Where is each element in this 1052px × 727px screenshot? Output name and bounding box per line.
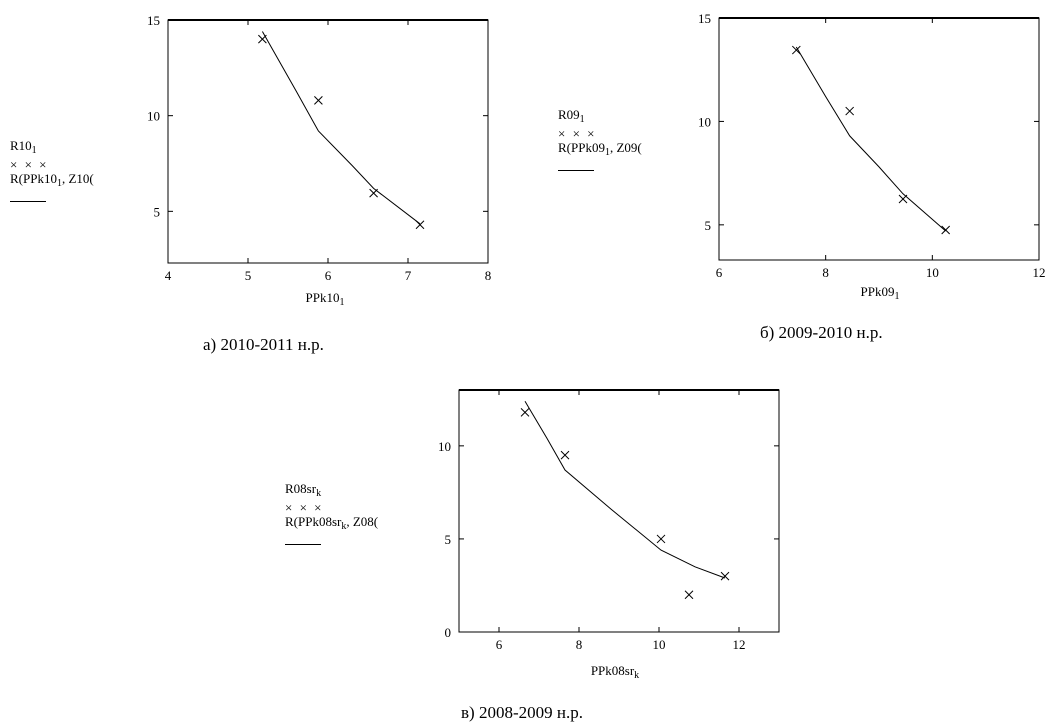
y-tick-label: 15 bbox=[147, 13, 160, 28]
x-axis-label-text: PPk09 bbox=[860, 284, 895, 299]
chart-2010-2011: R101 × × × R(PPk101, Z10( 4 5 6 7 8 5 10 15 PPk… bbox=[0, 0, 520, 370]
legend-line2: R(PPk08sr bbox=[285, 514, 342, 529]
y-tick-label: 5 bbox=[705, 218, 712, 233]
legend-line2-tail: , Z08( bbox=[346, 514, 379, 529]
chart-2009-2010: R091 × × × R(PPk091, Z09( 6 8 10 12 5 10 15 PP… bbox=[558, 11, 1046, 342]
x-axis-label-sub: 1 bbox=[339, 297, 345, 308]
x-tick-label: 6 bbox=[496, 637, 503, 652]
legend-line2-tail: , Z09( bbox=[609, 140, 642, 155]
x-axis-label-sub: k bbox=[634, 670, 640, 681]
legend-marks: × × × bbox=[10, 157, 49, 172]
data-point-marker bbox=[258, 34, 267, 44]
x-axis-label: PPk08srk bbox=[555, 663, 675, 681]
data-point-marker bbox=[314, 96, 323, 105]
x-tick-label: 12 bbox=[1033, 265, 1046, 280]
plot-frame bbox=[458, 389, 780, 633]
y-tick-label: 10 bbox=[147, 109, 160, 124]
x-axis-label-sub: 1 bbox=[894, 291, 900, 302]
legend-line2-sub: 1 bbox=[604, 147, 610, 158]
legend: R091 × × × R(PPk091, Z09( bbox=[558, 108, 642, 171]
y-tick-label: 0 bbox=[445, 625, 452, 640]
caption: в) 2008-2009 н.р. bbox=[461, 703, 583, 722]
y-tick-label: 5 bbox=[445, 532, 452, 547]
data-point-marker bbox=[720, 571, 730, 581]
fit-curve bbox=[524, 400, 726, 579]
legend-line2-sub: 1 bbox=[56, 178, 62, 189]
y-tick-label: 15 bbox=[698, 11, 711, 26]
plot-area: 6 8 10 12 5 10 15 bbox=[698, 11, 1046, 280]
caption: б) 2009-2010 н.р. bbox=[760, 323, 883, 342]
legend-line2: R(PPk10 bbox=[10, 171, 57, 186]
x-tick-label: 4 bbox=[165, 268, 172, 283]
legend-line2-tail: , Z10( bbox=[61, 171, 94, 186]
data-point-marker bbox=[656, 534, 666, 544]
data-point-marker bbox=[684, 590, 694, 600]
data-point-marker bbox=[845, 106, 855, 116]
y-tick-label: 10 bbox=[698, 114, 711, 129]
data-point-marker bbox=[791, 45, 801, 55]
legend-line-sample bbox=[558, 170, 594, 171]
legend-line1: R10 bbox=[10, 138, 32, 153]
legend-line2-sub: k bbox=[341, 521, 347, 532]
data-point-marker bbox=[520, 407, 530, 417]
legend-line2: R(PPk09 bbox=[558, 140, 605, 155]
x-tick-label: 12 bbox=[733, 637, 746, 652]
legend: R101 × × × R(PPk101, Z10( bbox=[10, 139, 94, 202]
legend-line-sample bbox=[285, 544, 321, 545]
legend-marks: × × × bbox=[285, 500, 324, 515]
legend-marks: × × × bbox=[558, 126, 597, 141]
data-point-marker bbox=[941, 225, 951, 235]
y-tick-label: 5 bbox=[154, 204, 161, 219]
legend-line1: R09 bbox=[558, 107, 580, 122]
legend-line1: R08sr bbox=[285, 481, 317, 496]
plot-area: 4 5 6 7 8 5 10 15 bbox=[147, 13, 492, 283]
x-tick-label: 10 bbox=[653, 637, 666, 652]
fit-curve bbox=[795, 46, 947, 232]
legend-line-sample bbox=[10, 201, 46, 202]
x-tick-label: 7 bbox=[405, 268, 412, 283]
data-point-marker bbox=[369, 188, 378, 198]
legend-line1-sub: 1 bbox=[31, 145, 37, 156]
x-axis-label: PPk101 bbox=[270, 290, 380, 308]
fit-curve bbox=[261, 31, 421, 225]
x-axis-label-text: PPk08sr bbox=[590, 663, 635, 678]
x-axis-label: PPk091 bbox=[825, 284, 935, 302]
data-point-marker bbox=[898, 194, 908, 204]
x-tick-label: 8 bbox=[576, 637, 583, 652]
legend-line1-sub: 1 bbox=[579, 114, 585, 125]
data-point-marker bbox=[415, 220, 425, 230]
x-tick-label: 6 bbox=[716, 265, 723, 280]
x-tick-label: 5 bbox=[245, 268, 252, 283]
legend-line1-sub: k bbox=[316, 488, 322, 499]
x-tick-label: 8 bbox=[485, 268, 492, 283]
legend: R08srk × × × R(PPk08srk, Z08( bbox=[285, 482, 378, 545]
x-tick-label: 6 bbox=[325, 268, 332, 283]
x-tick-label: 10 bbox=[926, 265, 939, 280]
data-point-marker bbox=[560, 450, 570, 460]
x-axis-label-text: PPk10 bbox=[305, 290, 340, 305]
y-tick-label: 10 bbox=[438, 439, 451, 454]
x-tick-label: 8 bbox=[822, 265, 829, 280]
caption: а) 2010-2011 н.р. bbox=[203, 335, 324, 354]
